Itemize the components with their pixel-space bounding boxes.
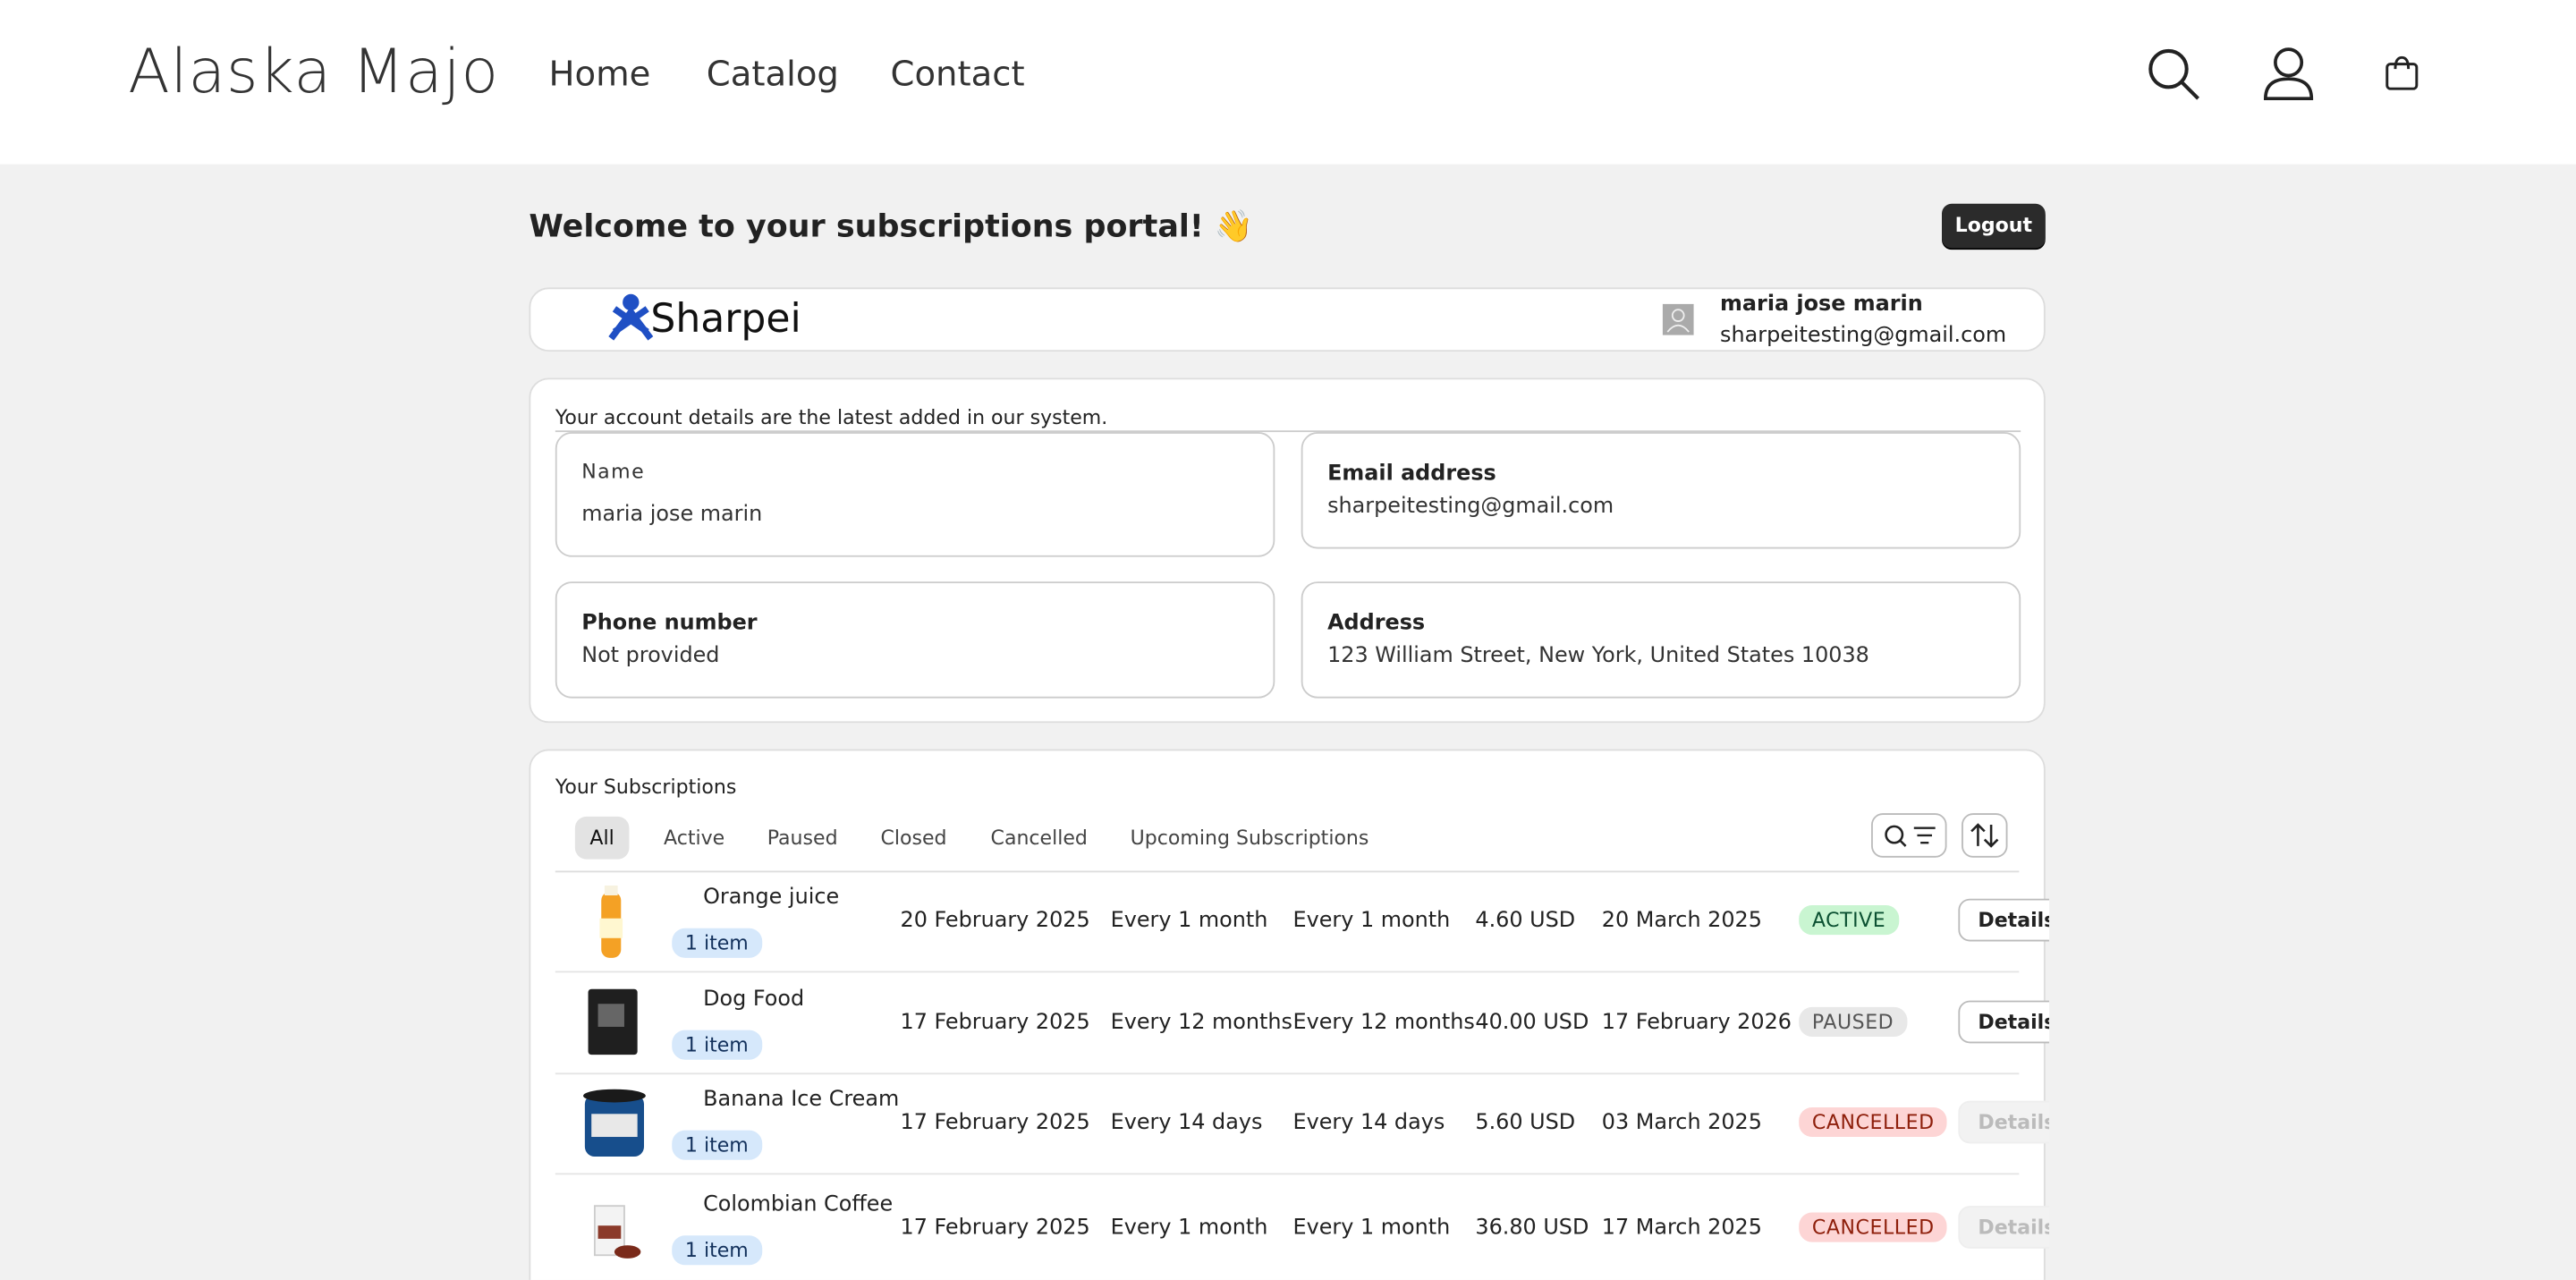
account-icon[interactable] — [2260, 45, 2316, 104]
search-icon[interactable] — [2144, 45, 2203, 104]
field-email: Email address sharpeitesting@gmail.com — [1301, 432, 2021, 549]
details-button: Details — [1958, 1206, 2049, 1249]
field-value[interactable]: maria jose marin — [581, 503, 763, 528]
created-date: 20 February 2025 — [900, 908, 1090, 934]
filter-tab[interactable]: Cancelled — [990, 826, 1088, 850]
portal-title: Welcome to your subscriptions portal! 👋 — [529, 208, 1254, 245]
filter-tab[interactable]: Upcoming Subscriptions — [1130, 826, 1369, 850]
field-value: sharpeitesting@gmail.com — [1327, 494, 1614, 520]
product-name: Banana Ice Cream — [703, 1087, 900, 1113]
price: 36.80 USD — [1475, 1216, 1589, 1241]
field-label: Name — [581, 460, 646, 483]
subscriptions-card — [529, 749, 2046, 1280]
product-image — [593, 1205, 641, 1259]
user-name: maria jose marin — [1720, 292, 1923, 318]
item-count: 1 item — [672, 1235, 762, 1266]
field-address: Address 123 William Street, New York, Un… — [1301, 581, 2021, 699]
filter-tab[interactable]: Active — [664, 826, 725, 850]
delivery-frequency: Every 1 month — [1292, 908, 1451, 934]
delivery-frequency: Every 12 months — [1292, 1010, 1475, 1036]
delivery-frequency: Every 1 month — [1292, 1216, 1451, 1241]
search-filter-button[interactable] — [1871, 813, 1947, 858]
field-label: Phone number — [581, 611, 758, 636]
filter-tab[interactable]: Closed — [880, 826, 947, 850]
billing-frequency: Every 1 month — [1110, 1216, 1268, 1241]
item-count: 1 item — [672, 928, 762, 958]
price: 4.60 USD — [1475, 908, 1576, 934]
nav-link[interactable]: Catalog — [706, 54, 839, 94]
next-date: 03 March 2025 — [1601, 1110, 1762, 1136]
next-date: 17 March 2025 — [1601, 1216, 1762, 1241]
details-button[interactable]: Details — [1958, 898, 2049, 942]
nav-link[interactable]: Contact — [890, 54, 1025, 94]
site-header: Alaska Majo Home Catalog Contact — [0, 0, 2576, 165]
field-label: Address — [1327, 611, 1426, 636]
sort-button[interactable] — [1962, 813, 2008, 858]
created-date: 17 February 2025 — [900, 1010, 1090, 1036]
product-name: Orange juice — [703, 885, 840, 911]
divider — [555, 870, 2020, 873]
status-badge: CANCELLED — [1799, 1106, 1948, 1138]
details-button[interactable]: Details — [1958, 1000, 2049, 1044]
logout-button[interactable]: Logout — [1942, 203, 2046, 249]
user-email: sharpeitesting@gmail.com — [1720, 323, 2007, 349]
details-button: Details — [1958, 1100, 2049, 1144]
billing-frequency: Every 12 months — [1110, 1010, 1292, 1036]
product-name: Colombian Coffee — [703, 1192, 894, 1218]
price: 5.60 USD — [1475, 1110, 1576, 1136]
sort-icon — [1970, 823, 1999, 848]
price: 40.00 USD — [1475, 1010, 1589, 1036]
account-note: Your account details are the latest adde… — [555, 405, 1108, 429]
field-label: Email address — [1327, 462, 1496, 487]
field-value: 123 William Street, New York, United Sta… — [1327, 643, 1869, 669]
logo-text: Sharpei — [650, 295, 801, 343]
row-divider — [555, 1173, 2020, 1175]
status-badge: ACTIVE — [1799, 905, 1899, 936]
nav-link[interactable]: Home — [548, 54, 651, 94]
row-divider — [555, 971, 2020, 973]
row-divider — [555, 1072, 2020, 1075]
status-badge: PAUSED — [1799, 1006, 1907, 1037]
account-card: Your account details are the latest adde… — [529, 377, 2046, 724]
divider — [555, 430, 2021, 433]
product-image — [599, 885, 623, 958]
profile-card: Sharpei maria jose marin sharpeitesting@… — [529, 287, 2046, 352]
product-image — [588, 988, 638, 1055]
item-count: 1 item — [672, 1130, 762, 1160]
billing-frequency: Every 14 days — [1110, 1110, 1263, 1136]
product-name: Dog Food — [703, 987, 805, 1013]
field-value: Not provided — [581, 643, 720, 669]
cart-icon[interactable] — [2382, 55, 2421, 94]
billing-frequency: Every 1 month — [1110, 908, 1268, 934]
avatar — [1662, 303, 1694, 335]
field-name: Name maria jose marin — [555, 432, 1275, 557]
next-date: 20 March 2025 — [1601, 908, 1762, 934]
filter-tab[interactable]: Paused — [767, 826, 838, 850]
created-date: 17 February 2025 — [900, 1216, 1090, 1241]
created-date: 17 February 2025 — [900, 1110, 1090, 1136]
field-phone: Phone number Not provided — [555, 581, 1275, 699]
brand[interactable]: Alaska Majo — [128, 36, 499, 107]
subscriptions-title: Your Subscriptions — [555, 775, 737, 799]
logo-icon — [608, 293, 654, 341]
filter-icon — [1885, 825, 1936, 847]
delivery-frequency: Every 14 days — [1292, 1110, 1445, 1136]
status-badge: CANCELLED — [1799, 1212, 1948, 1242]
product-image — [583, 1089, 646, 1157]
next-date: 17 February 2026 — [1601, 1010, 1792, 1036]
filter-tab[interactable]: All — [574, 816, 630, 860]
item-count: 1 item — [672, 1030, 762, 1060]
